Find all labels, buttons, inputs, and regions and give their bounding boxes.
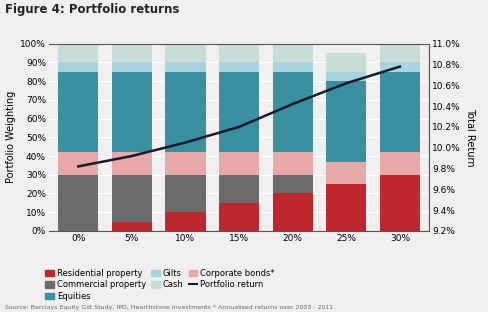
Bar	[380, 175, 420, 231]
Text: Figure 4: Portfolio returns: Figure 4: Portfolio returns	[5, 3, 179, 16]
Bar	[273, 44, 313, 62]
Bar	[58, 175, 99, 231]
Bar	[380, 152, 420, 175]
Bar	[58, 62, 99, 72]
Bar	[165, 212, 205, 231]
Bar	[326, 53, 366, 72]
Bar	[219, 203, 259, 231]
Bar	[273, 193, 313, 231]
Bar	[380, 44, 420, 62]
Bar	[380, 72, 420, 152]
Y-axis label: Total Return: Total Return	[465, 108, 475, 167]
Bar	[112, 62, 152, 72]
Legend: Residential property, Commercial property, Equities, Gilts, Cash, Corporate bond: Residential property, Commercial propert…	[45, 269, 275, 301]
Y-axis label: Portfolio Weighting: Portfolio Weighting	[6, 91, 16, 183]
Text: Source: Barclays Equity Gilt Study, IPD, Hearthstone Investments * Annualised re: Source: Barclays Equity Gilt Study, IPD,…	[5, 305, 333, 310]
Bar	[219, 62, 259, 72]
Bar	[273, 72, 313, 152]
Bar	[165, 152, 205, 175]
Bar	[112, 222, 152, 231]
Bar	[273, 175, 313, 193]
Bar	[112, 175, 152, 222]
Bar	[326, 162, 366, 184]
Bar	[219, 44, 259, 62]
Bar	[326, 72, 366, 81]
Bar	[112, 44, 152, 62]
Bar	[165, 44, 205, 62]
Bar	[58, 72, 99, 152]
Bar	[58, 152, 99, 175]
Bar	[219, 152, 259, 175]
Bar	[165, 175, 205, 212]
Bar	[58, 44, 99, 62]
Bar	[380, 62, 420, 72]
Bar	[219, 72, 259, 152]
Bar	[165, 62, 205, 72]
Bar	[326, 81, 366, 162]
Bar	[219, 175, 259, 203]
Bar	[326, 184, 366, 231]
Bar	[273, 152, 313, 175]
Bar	[165, 72, 205, 152]
Bar	[112, 72, 152, 152]
Bar	[112, 152, 152, 175]
Bar	[273, 62, 313, 72]
